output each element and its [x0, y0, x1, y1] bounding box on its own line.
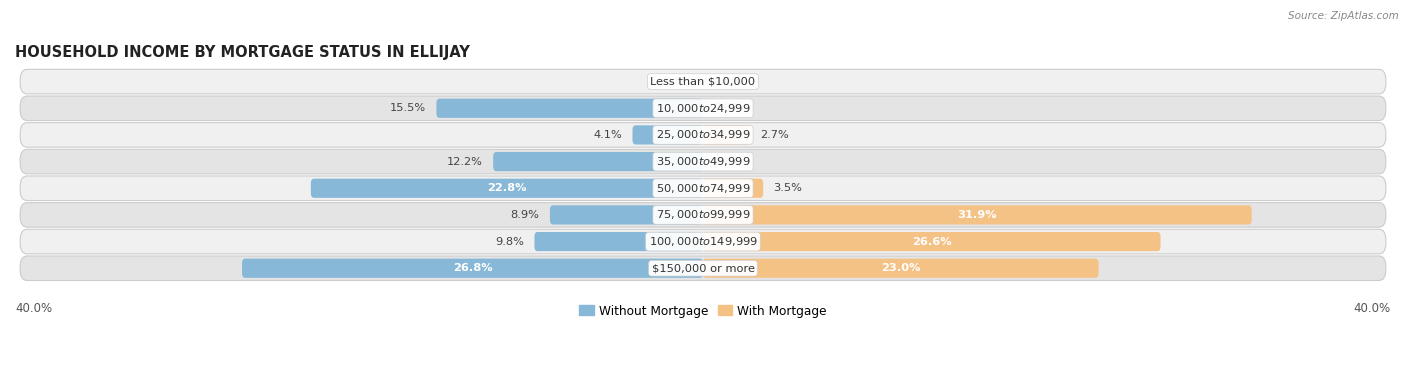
Legend: Without Mortgage, With Mortgage: Without Mortgage, With Mortgage [575, 300, 831, 322]
Text: $25,000 to $34,999: $25,000 to $34,999 [655, 129, 751, 141]
FancyBboxPatch shape [20, 96, 1386, 121]
Text: Less than $10,000: Less than $10,000 [651, 77, 755, 87]
Text: 9.8%: 9.8% [495, 236, 524, 247]
Text: 40.0%: 40.0% [15, 302, 52, 314]
Text: 0.0%: 0.0% [713, 77, 742, 87]
Text: 12.2%: 12.2% [447, 156, 482, 167]
Text: 0.0%: 0.0% [713, 103, 742, 113]
FancyBboxPatch shape [20, 149, 1386, 174]
FancyBboxPatch shape [703, 232, 1160, 251]
Text: 31.9%: 31.9% [957, 210, 997, 220]
Text: 3.5%: 3.5% [773, 183, 803, 193]
FancyBboxPatch shape [703, 205, 1251, 225]
Text: 2.7%: 2.7% [759, 130, 789, 140]
Text: 22.8%: 22.8% [486, 183, 527, 193]
Text: 4.1%: 4.1% [593, 130, 623, 140]
Text: 23.0%: 23.0% [882, 263, 921, 273]
FancyBboxPatch shape [494, 152, 703, 171]
FancyBboxPatch shape [242, 259, 703, 278]
Text: 26.8%: 26.8% [453, 263, 492, 273]
Text: 0.0%: 0.0% [713, 156, 742, 167]
FancyBboxPatch shape [311, 179, 703, 198]
FancyBboxPatch shape [20, 123, 1386, 147]
Text: 40.0%: 40.0% [1354, 302, 1391, 314]
Text: $150,000 or more: $150,000 or more [651, 263, 755, 273]
Text: HOUSEHOLD INCOME BY MORTGAGE STATUS IN ELLIJAY: HOUSEHOLD INCOME BY MORTGAGE STATUS IN E… [15, 45, 470, 60]
FancyBboxPatch shape [633, 125, 703, 144]
Text: $35,000 to $49,999: $35,000 to $49,999 [655, 155, 751, 168]
FancyBboxPatch shape [703, 125, 749, 144]
Text: 8.9%: 8.9% [510, 210, 540, 220]
FancyBboxPatch shape [534, 232, 703, 251]
FancyBboxPatch shape [436, 99, 703, 118]
FancyBboxPatch shape [20, 229, 1386, 254]
Text: 26.6%: 26.6% [912, 236, 952, 247]
FancyBboxPatch shape [20, 176, 1386, 201]
Text: $50,000 to $74,999: $50,000 to $74,999 [655, 182, 751, 195]
Text: $10,000 to $24,999: $10,000 to $24,999 [655, 102, 751, 115]
FancyBboxPatch shape [20, 203, 1386, 227]
FancyBboxPatch shape [20, 256, 1386, 280]
FancyBboxPatch shape [20, 69, 1386, 94]
Text: 0.0%: 0.0% [664, 77, 693, 87]
Text: 15.5%: 15.5% [389, 103, 426, 113]
Text: $100,000 to $149,999: $100,000 to $149,999 [648, 235, 758, 248]
FancyBboxPatch shape [550, 205, 703, 225]
FancyBboxPatch shape [703, 179, 763, 198]
Text: $75,000 to $99,999: $75,000 to $99,999 [655, 208, 751, 221]
FancyBboxPatch shape [703, 259, 1098, 278]
Text: Source: ZipAtlas.com: Source: ZipAtlas.com [1288, 11, 1399, 21]
